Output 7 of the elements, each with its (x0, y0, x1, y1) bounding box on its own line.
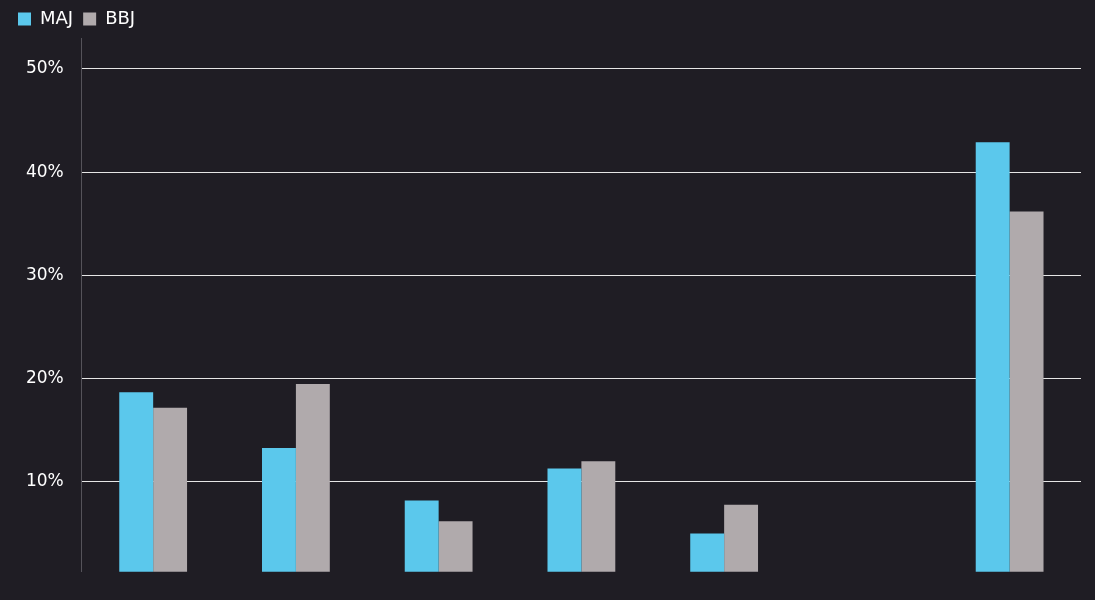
y-tick-label: 30% (25, 263, 64, 284)
y-tick-label: 50% (25, 57, 64, 78)
y-tick-label: 20% (25, 367, 64, 388)
legend-label: BBJ (105, 6, 136, 28)
y-tick-label: 10% (25, 470, 64, 491)
y-tick-label: 40% (25, 160, 64, 181)
legend-label: MAJ (40, 6, 74, 28)
